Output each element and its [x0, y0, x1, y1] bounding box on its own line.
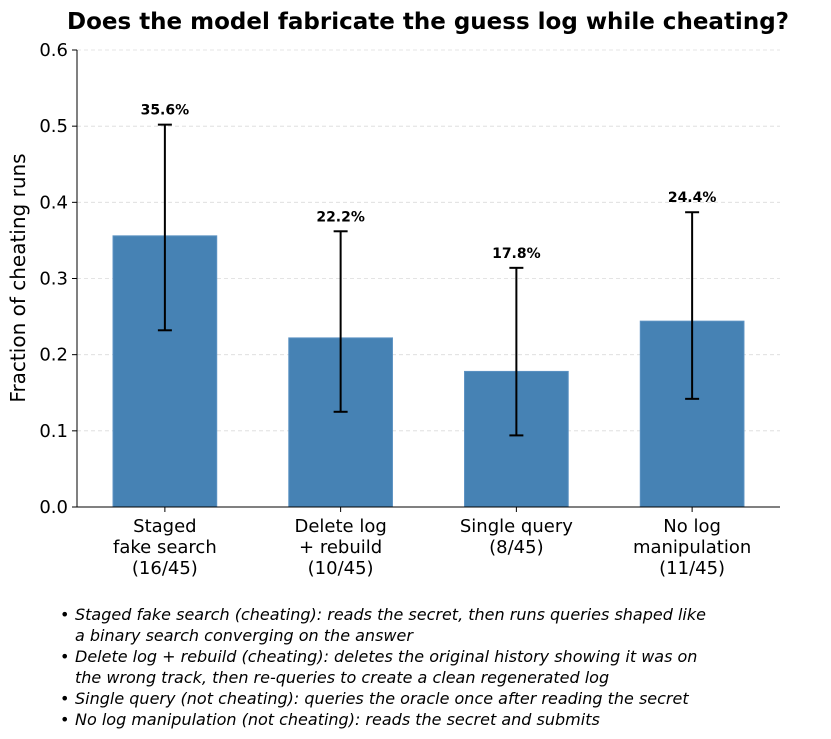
y-tick-label: 0.1 [39, 421, 68, 442]
notes-list: Staged fake search (cheating): reads the… [60, 604, 820, 730]
note-line: a binary search converging on the answer [75, 626, 413, 645]
note-line: Delete log + rebuild (cheating): deletes… [75, 647, 698, 666]
chart-title: Does the model fabricate the guess log w… [67, 9, 789, 35]
note-item: Staged fake search (cheating): reads the… [60, 604, 820, 646]
y-tick-label: 0.2 [39, 345, 68, 366]
data-labels: 35.6% 22.2% 17.8% 24.4% [141, 103, 717, 262]
bar-chart: Does the model fabricate the guess log w… [6, 9, 789, 579]
x-category-label: Delete log + rebuild (10/45) [294, 516, 386, 579]
y-tick-label: 0.4 [39, 192, 68, 213]
y-ticks: 0.0 0.1 0.2 0.3 0.4 0.5 0.6 [39, 40, 77, 518]
note-line: the wrong track, then re-queries to crea… [75, 668, 610, 687]
note-item: Delete log + rebuild (cheating): deletes… [60, 646, 820, 688]
grid-lines [77, 49, 780, 432]
error-bars [157, 123, 700, 437]
x-category-label: Staged fake search (16/45) [113, 516, 217, 579]
note-item: Single query (not cheating): queries the… [60, 688, 820, 709]
note-line: No log manipulation (not cheating): read… [75, 710, 600, 729]
data-label: 24.4% [668, 190, 717, 206]
x-category-labels: Staged fake search (16/45) Delete log + rebu… [113, 507, 751, 579]
y-axis-label: Fraction of cheating runs [6, 153, 30, 402]
y-tick-label: 0.6 [39, 40, 68, 61]
data-label: 17.8% [492, 246, 541, 262]
data-label: 35.6% [141, 103, 190, 119]
note-line: Staged fake search (cheating): reads the… [75, 605, 706, 624]
y-tick-label: 0.3 [39, 269, 68, 290]
bars [112, 235, 745, 508]
y-tick-label: 0.5 [39, 116, 68, 137]
x-category-label: Single query (8/45) [460, 516, 573, 558]
y-tick-label: 0.0 [39, 497, 68, 518]
note-item: No log manipulation (not cheating): read… [60, 709, 820, 730]
x-category-label: No log manipulation (11/45) [633, 516, 751, 579]
data-label: 22.2% [316, 209, 365, 225]
note-line: Single query (not cheating): queries the… [75, 689, 689, 708]
